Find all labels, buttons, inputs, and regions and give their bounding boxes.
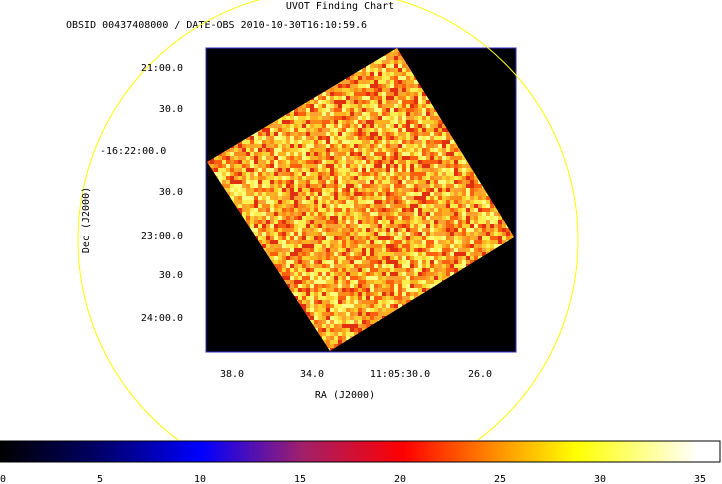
colorbar <box>0 440 721 463</box>
x-tick-label: 38.0 <box>220 369 244 380</box>
y-ticks: 21:00.0 30.0 -16:22:00.0 30.0 23:00.0 30.0 24:… <box>100 63 183 324</box>
colorbar-tick-label: 25 <box>494 474 506 484</box>
colorbar-tick-label: 20 <box>394 474 406 484</box>
colorbar-tick-label: 10 <box>194 474 206 484</box>
x-tick-label: 26.0 <box>468 369 492 380</box>
y-tick-label: 21:00.0 <box>141 63 183 74</box>
colorbar-tick-label: 30 <box>594 474 606 484</box>
y-tick-label: 30.0 <box>159 104 183 115</box>
colorbar-tick-label: 35 <box>694 474 706 484</box>
y-tick-label: 30.0 <box>159 187 183 198</box>
subtitle: OBSID 00437408000 / DATE-OBS 2010-10-30T… <box>66 20 367 31</box>
y-tick-label: 24:00.0 <box>141 313 183 324</box>
title: UVOT Finding Chart <box>286 1 394 12</box>
colorbar-tick-label: 15 <box>294 474 306 484</box>
x-axis-label: RA (J2000) <box>315 390 375 401</box>
y-tick-label: 23:00.0 <box>141 231 183 242</box>
x-tick-label: 11:05:30.0 <box>370 369 430 380</box>
x-ticks: 38.0 34.0 11:05:30.0 26.0 <box>220 369 492 380</box>
colorbar-tick-label: 5 <box>97 474 103 484</box>
y-tick-label: -16:22:00.0 <box>100 146 166 157</box>
x-tick-label: 34.0 <box>300 369 324 380</box>
y-axis-label: Dec (J2000) <box>81 187 92 253</box>
field-circle <box>77 0 579 440</box>
y-tick-label: 30.0 <box>159 270 183 281</box>
colorbar-ticks: 0 5 10 15 20 25 30 35 <box>0 474 706 484</box>
colorbar-tick-label: 0 <box>0 474 6 484</box>
